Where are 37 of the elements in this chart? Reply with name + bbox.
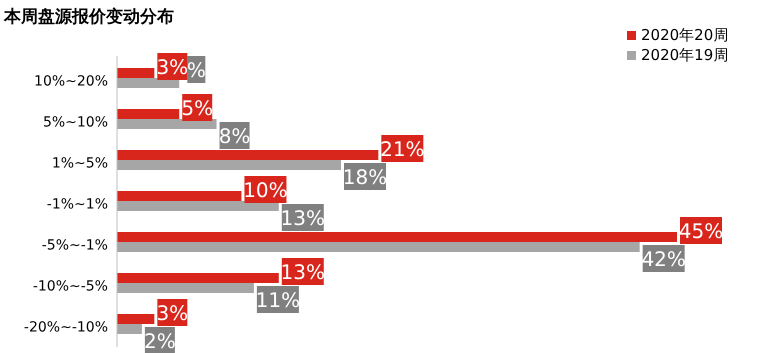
data-label: % bbox=[186, 58, 206, 82]
bar bbox=[117, 324, 142, 334]
bar bbox=[117, 314, 154, 324]
bar bbox=[117, 78, 180, 88]
y-tick-label: -20%~-10% bbox=[24, 320, 108, 336]
bar bbox=[117, 160, 341, 170]
bar bbox=[117, 232, 677, 242]
bar bbox=[117, 283, 254, 293]
data-label: 3% bbox=[156, 301, 188, 325]
data-label: 11% bbox=[256, 288, 300, 312]
data-label: 2% bbox=[144, 329, 176, 353]
y-tick-label: -5%~-1% bbox=[42, 238, 108, 254]
bar bbox=[117, 119, 217, 129]
y-tick-label: 10%~20% bbox=[34, 74, 108, 90]
legend-label: 2020年19周 bbox=[641, 46, 728, 64]
y-tick-label: -10%~-5% bbox=[32, 278, 108, 294]
data-label: 13% bbox=[280, 206, 326, 230]
data-label: 8% bbox=[218, 124, 250, 148]
data-label: 45% bbox=[678, 219, 724, 243]
chart-title: 本周盘源报价变动分布 bbox=[3, 7, 174, 27]
bar bbox=[117, 109, 180, 119]
data-label: 3% bbox=[156, 55, 188, 79]
bar bbox=[117, 201, 279, 211]
data-label: 13% bbox=[280, 260, 326, 284]
y-tick-label: 5%~10% bbox=[42, 114, 108, 130]
y-tick-label: -1%~1% bbox=[46, 196, 108, 212]
data-label: 21% bbox=[380, 137, 425, 161]
bar bbox=[117, 273, 279, 283]
bar bbox=[117, 191, 242, 201]
data-label: 10% bbox=[243, 178, 288, 202]
data-label: 5% bbox=[181, 96, 214, 120]
bar bbox=[117, 68, 154, 78]
bar bbox=[117, 242, 640, 252]
bar bbox=[117, 150, 378, 160]
y-tick-label: 1%~5% bbox=[52, 156, 108, 172]
data-label: 18% bbox=[342, 165, 388, 189]
legend-label: 2020年20周 bbox=[641, 26, 728, 44]
